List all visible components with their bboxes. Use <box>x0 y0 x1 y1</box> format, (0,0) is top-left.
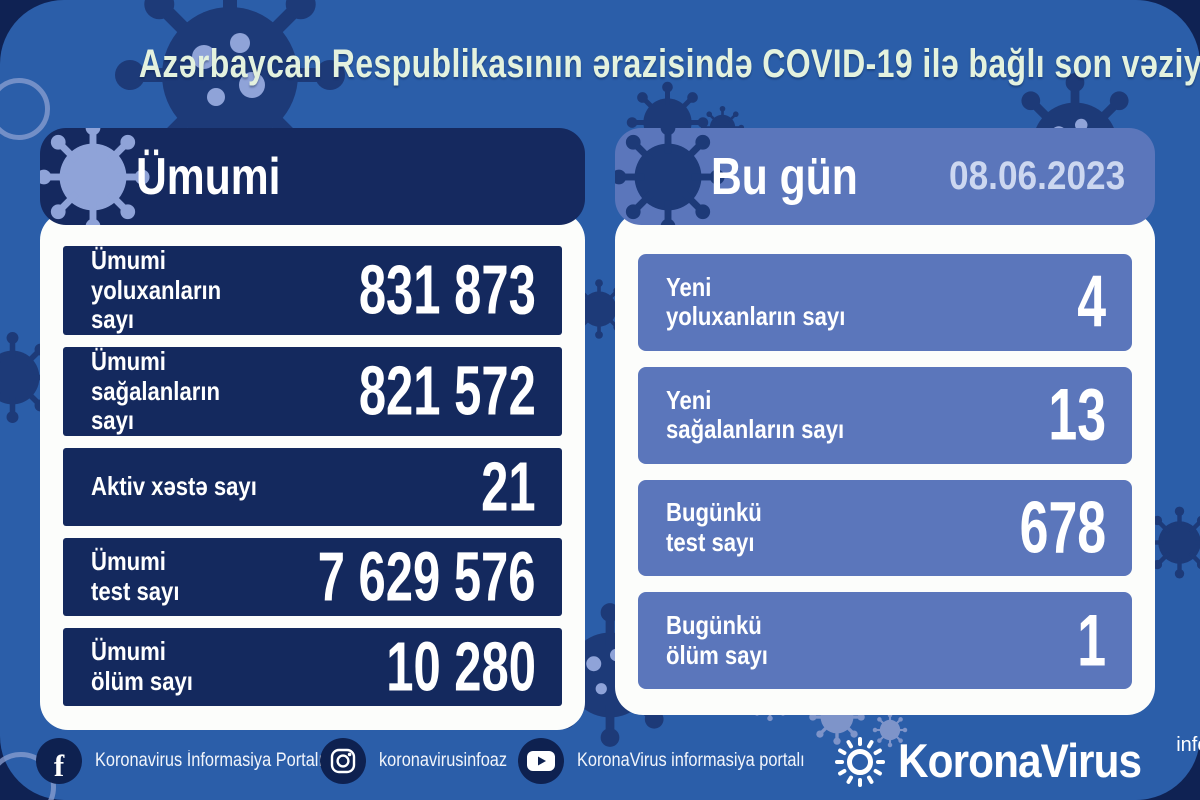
stat-row-total-infected: Ümumi yoluxanların sayı 831 873 <box>63 245 562 335</box>
date-label: 08.06.2023 <box>948 154 1125 198</box>
stat-row-today-tests: Bugünkü test sayı 678 <box>638 479 1132 577</box>
stat-row-total-recovered: Ümumi sağalanların sayı 821 572 <box>63 345 562 436</box>
stat-row-total-tests: Ümumi test sayı 7 629 576 <box>63 537 562 616</box>
stat-row-new-recovered: Yeni sağalanların sayı 13 <box>638 366 1132 464</box>
stat-value: 678 <box>1019 487 1106 569</box>
stat-row-active-cases: Aktiv xəstə sayı 21 <box>63 447 562 526</box>
stat-row-new-infected: Yeni yoluxanların sayı 4 <box>638 254 1132 351</box>
facebook-link[interactable]: f Koronavirus İnformasiya Portalı <box>36 738 360 784</box>
today-section: Bu gün 08.06.2023 Yeni yoluxanların sayı … <box>615 128 1155 715</box>
sun-virus-icon <box>835 737 885 787</box>
stat-label: Ümumi test sayı <box>91 546 180 606</box>
facebook-icon: f <box>36 738 82 784</box>
koronavirus-info-logo[interactable]: KoronaVirus info <box>834 734 1200 788</box>
totals-header-label: Ümumi <box>136 147 281 206</box>
stat-value: 10 280 <box>386 628 536 706</box>
stat-label: Aktiv xəstə sayı <box>91 470 257 501</box>
stat-label: Ümumi ölüm sayı <box>91 636 193 696</box>
stat-label: Bugünkü ölüm sayı <box>666 610 768 670</box>
page-title: Azərbaycan Respublikasının ərazisində CO… <box>138 42 1200 86</box>
brand-name: KoronaVirus <box>898 734 1142 787</box>
today-header-label: Bu gün <box>711 147 858 206</box>
instagram-label: koronavirusinfoaz <box>379 750 508 771</box>
instagram-link[interactable]: koronavirusinfoaz <box>320 738 528 784</box>
stat-value: 13 <box>1048 374 1106 456</box>
instagram-icon <box>320 738 366 784</box>
facebook-label: Koronavirus İnformasiya Portalı <box>95 750 323 771</box>
youtube-icon <box>518 738 564 784</box>
youtube-link[interactable]: KoronaVirus informasiya portalı <box>518 738 842 784</box>
stat-value: 21 <box>481 448 536 526</box>
stat-label: Bugünkü test sayı <box>666 497 762 557</box>
footer: f Koronavirus İnformasiya Portalı korona… <box>0 734 1200 794</box>
stat-value: 821 572 <box>359 352 536 431</box>
brand-suffix: info <box>1176 734 1200 756</box>
today-panel: Yeni yoluxanların sayı 4 Yeni sağalanların… <box>615 212 1155 715</box>
stat-label: Yeni yoluxanların sayı <box>666 271 846 332</box>
totals-panel: Ümumi yoluxanların sayı 831 873 Ümumi sağa… <box>40 212 585 730</box>
stat-label: Ümumi yoluxanların sayı <box>91 245 222 335</box>
totals-header: Ümumi <box>40 128 585 225</box>
stat-value: 4 <box>1077 261 1106 344</box>
stat-value: 1 <box>1077 599 1106 682</box>
youtube-label: KoronaVirus informasiya portalı <box>577 750 805 771</box>
today-header: Bu gün 08.06.2023 <box>615 128 1155 225</box>
totals-section: Ümumi Ümumi yoluxanların sayı 831 873 Ümu… <box>40 128 585 730</box>
stat-label: Yeni sağalanların sayı <box>666 384 845 445</box>
stat-label: Ümumi sağalanların sayı <box>91 345 220 436</box>
stat-value: 831 873 <box>359 251 536 330</box>
stat-value: 7 629 576 <box>318 538 536 616</box>
stat-row-total-deaths: Ümumi ölüm sayı 10 280 <box>63 627 562 706</box>
stat-row-today-deaths: Bugünkü ölüm sayı 1 <box>638 592 1132 689</box>
